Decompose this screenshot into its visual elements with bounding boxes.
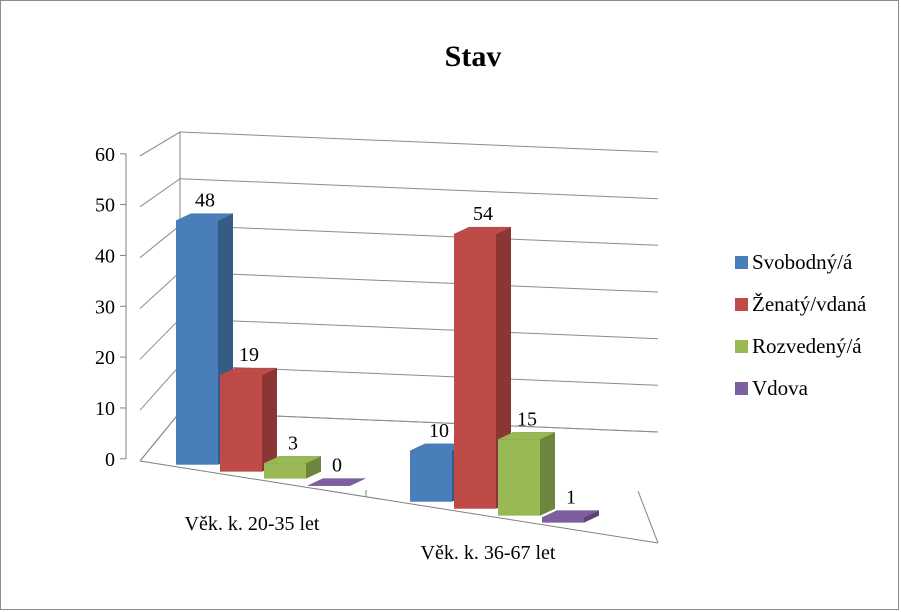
x-axis: Věk. k. 20-35 let Věk. k. 36-67 let: [185, 490, 556, 564]
legend-label: Svobodný/á: [752, 250, 853, 274]
legend-label: Ženatý/vdaná: [752, 292, 867, 316]
legend: Svobodný/á Ženatý/vdaná Rozvedený/á Vdova: [735, 250, 867, 400]
legend-swatch: [735, 382, 748, 395]
bar-4-cat-2: [541, 510, 600, 523]
data-label: 1: [566, 487, 576, 509]
bar-front: [542, 517, 584, 523]
legend-label: Rozvedený/á: [752, 334, 862, 358]
data-label: 3: [288, 432, 298, 454]
bar-front: [410, 450, 452, 502]
chart-title: Stav: [445, 40, 502, 73]
side-wall: [139, 131, 181, 412]
y-tick-label: 40: [95, 245, 115, 267]
floor-front-edge: [139, 460, 659, 544]
y-tick-label: 60: [95, 144, 115, 166]
x-tick-label: Věk. k. 20-35 let: [185, 513, 320, 535]
bar-series-group: [175, 213, 600, 523]
bar-3-cat-1: [263, 456, 322, 479]
bar-front: [176, 220, 218, 465]
y-tick-label: 0: [105, 449, 115, 471]
data-labels: 48 19 3 0 10 54 15 1: [195, 190, 576, 509]
bar-top: [497, 432, 556, 440]
data-label: 15: [517, 408, 537, 430]
gridline: [139, 131, 659, 157]
legend-swatch: [735, 340, 748, 353]
x-tick-label: Věk. k. 36-67 let: [421, 542, 556, 564]
data-label: 48: [195, 190, 215, 212]
legend-swatch: [735, 256, 748, 269]
bar-top: [307, 478, 366, 486]
bar-front: [498, 439, 540, 516]
data-label: 10: [429, 420, 449, 442]
floor-right-edge: [637, 490, 659, 544]
data-label: 19: [239, 344, 259, 366]
data-label: 0: [332, 455, 342, 477]
bar-4-cat-1: [307, 478, 366, 486]
bar-top: [453, 226, 512, 235]
bar-side: [262, 368, 277, 472]
y-tick-label: 50: [95, 195, 115, 217]
gridline: [139, 178, 659, 208]
bar-3-cat-2: [497, 432, 556, 516]
bar-side: [540, 432, 555, 516]
legend-label: Vdova: [752, 376, 809, 400]
bar-side: [306, 456, 321, 479]
data-label: 54: [473, 203, 493, 225]
y-axis: 0 10 20 30 40 50 60: [95, 144, 127, 471]
bar-front: [220, 375, 262, 472]
legend-swatch: [735, 298, 748, 311]
y-tick-label: 10: [95, 398, 115, 420]
bar-side: [584, 510, 599, 523]
bar-front: [264, 463, 306, 479]
bar-2-cat-1: [219, 367, 278, 472]
y-tick-label: 20: [95, 347, 115, 369]
y-tick-label: 30: [95, 296, 115, 318]
bar-front: [454, 234, 496, 509]
